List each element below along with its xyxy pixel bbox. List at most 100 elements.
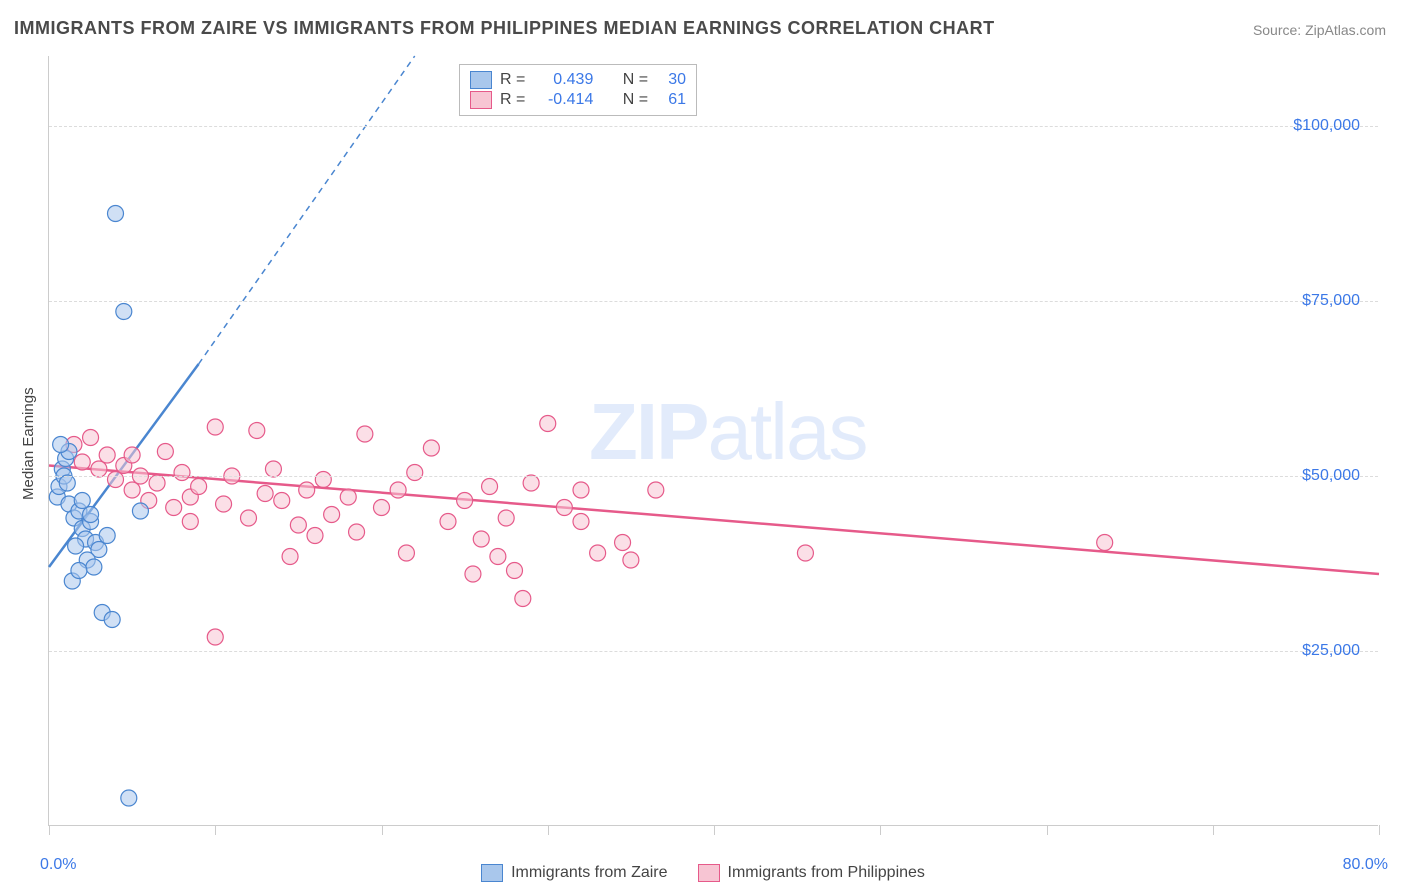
x-tick [714,825,715,835]
x-tick [1213,825,1214,835]
point-philippines [166,500,182,516]
point-philippines [482,479,498,495]
point-philippines [473,531,489,547]
legend-series-item: Immigrants from Philippines [698,864,925,882]
point-philippines [91,461,107,477]
point-philippines [457,493,473,509]
x-tick [215,825,216,835]
swatch-philippines [470,91,492,109]
point-philippines [515,591,531,607]
point-philippines [648,482,664,498]
point-zaire [121,790,137,806]
point-philippines [99,447,115,463]
point-philippines [216,496,232,512]
point-philippines [257,486,273,502]
point-philippines [507,563,523,579]
x-tick [1379,825,1380,835]
point-philippines [74,454,90,470]
point-zaire [116,304,132,320]
legend-series-label: Immigrants from Zaire [511,864,667,882]
swatch-philippines [698,864,720,882]
legend-series-label: Immigrants from Philippines [728,864,925,882]
point-philippines [241,510,257,526]
point-philippines [556,500,572,516]
x-tick [382,825,383,835]
y-tick-label: $25,000 [1302,642,1360,660]
point-philippines [157,444,173,460]
point-zaire [86,559,102,575]
point-philippines [573,482,589,498]
correlation-legend: R =0.439 N =30 R =-0.414 N =61 [459,64,697,116]
point-zaire [53,437,69,453]
x-tick [1047,825,1048,835]
point-philippines [108,472,124,488]
point-philippines [490,549,506,565]
point-philippines [307,528,323,544]
point-zaire [74,493,90,509]
y-tick-label: $100,000 [1293,117,1360,135]
point-philippines [407,465,423,481]
plot-area: ZIPatlas R =0.439 N =30R =-0.414 N =61 $… [48,56,1378,826]
y-tick-label: $75,000 [1302,292,1360,310]
point-philippines [149,475,165,491]
gridline-h [49,301,1378,302]
point-philippines [615,535,631,551]
point-philippines [124,447,140,463]
point-zaire [104,612,120,628]
point-philippines [1097,535,1113,551]
chart-svg [49,56,1378,825]
point-philippines [590,545,606,561]
point-zaire [108,206,124,222]
point-philippines [174,465,190,481]
point-philippines [207,629,223,645]
chart-title: IMMIGRANTS FROM ZAIRE VS IMMIGRANTS FROM… [14,18,995,39]
point-philippines [207,419,223,435]
x-min-label: 0.0% [40,856,76,874]
legend-correlation-row: R =0.439 N =30 [470,71,686,89]
y-axis-label: Median Earnings [20,387,37,500]
gridline-h [49,651,1378,652]
point-philippines [299,482,315,498]
x-tick [548,825,549,835]
point-philippines [124,482,140,498]
point-philippines [540,416,556,432]
source-attribution: Source: ZipAtlas.com [1253,22,1386,38]
point-zaire [132,503,148,519]
point-philippines [623,552,639,568]
point-philippines [324,507,340,523]
x-tick [49,825,50,835]
trendline-zaire-extended [199,56,415,364]
legend-correlation-row: R =-0.414 N =61 [470,91,686,109]
swatch-zaire [481,864,503,882]
point-philippines [390,482,406,498]
gridline-h [49,126,1378,127]
point-philippines [498,510,514,526]
point-philippines [83,430,99,446]
point-philippines [290,517,306,533]
point-philippines [465,566,481,582]
swatch-zaire [470,71,492,89]
point-philippines [374,500,390,516]
x-tick [880,825,881,835]
point-philippines [315,472,331,488]
point-philippines [274,493,290,509]
point-philippines [282,549,298,565]
point-philippines [398,545,414,561]
x-max-label: 80.0% [1343,856,1388,874]
point-philippines [349,524,365,540]
point-zaire [99,528,115,544]
point-philippines [182,514,198,530]
point-zaire [68,538,84,554]
series-legend: Immigrants from Zaire Immigrants from Phi… [0,864,1406,882]
point-philippines [357,426,373,442]
point-philippines [249,423,265,439]
legend-series-item: Immigrants from Zaire [481,864,667,882]
point-philippines [265,461,281,477]
point-philippines [191,479,207,495]
point-philippines [573,514,589,530]
y-tick-label: $50,000 [1302,467,1360,485]
point-zaire [59,475,75,491]
point-philippines [340,489,356,505]
point-philippines [440,514,456,530]
point-philippines [797,545,813,561]
